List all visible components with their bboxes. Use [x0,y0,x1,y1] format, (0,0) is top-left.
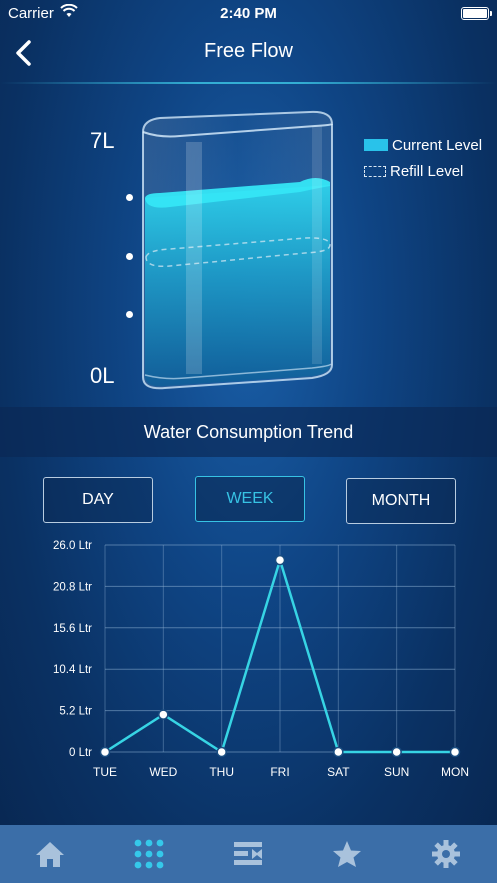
data-point [449,746,461,758]
data-point [216,746,227,758]
glass-highlight [312,126,322,364]
tab-grid[interactable] [99,825,198,883]
nav-divider [0,82,497,84]
x-tick-label: WED [149,765,177,779]
water-current-level [145,185,330,387]
data-point [274,554,286,566]
data-point [158,709,169,720]
x-tick-label: SUN [384,765,409,779]
section-header: Water Consumption Trend [0,407,497,457]
tab-favorites[interactable] [297,825,396,883]
page-title: Free Flow [204,40,293,62]
legend-refill-label: Refill Level [390,162,464,180]
chevron-left-icon [16,40,31,66]
y-tick-label: 0 Ltr [69,747,92,759]
tank-legend: Current Level Refill Level [364,132,482,184]
battery-icon [461,7,492,20]
legend-refill: Refill Level [364,158,482,184]
nav-bar: Free Flow [0,28,497,84]
home-icon [35,842,64,867]
tank-rim [142,123,333,138]
x-tick-label: SAT [327,765,350,779]
legend-current-label: Current Level [392,136,483,154]
x-tick-label: TUE [93,765,117,779]
week-button[interactable]: WEEK [195,476,305,522]
water-surface [145,178,330,208]
y-tick-label: 5.2 Ltr [59,706,92,718]
tank-max-label: 7L [90,128,115,153]
y-tick-label: 26.0 Ltr [53,540,92,552]
data-point [333,746,344,758]
back-button[interactable] [12,38,36,68]
status-bar: Carrier 2:40 PM [0,0,497,28]
tab-settings[interactable] [396,825,495,883]
x-tick-label: THU [209,765,234,779]
y-tick-label: 20.8 Ltr [53,581,92,593]
consumption-chart: 0 Ltr 5.2 Ltr 10.4 Ltr 15.6 Ltr 20.8 Ltr 26.0… [53,540,469,779]
day-button[interactable]: DAY [43,477,153,523]
scale-tick [126,194,133,201]
carrier-label: Carrier [8,5,54,22]
scale-tick [126,311,133,318]
filter-icon [233,842,262,865]
x-tick-label: FRI [270,765,289,779]
glass-highlight [186,142,202,374]
legend-swatch-refill [364,165,386,177]
wifi-icon [60,3,78,22]
grid-icon [134,839,163,869]
scale-tick [126,253,133,260]
status-time: 2:40 PM [220,5,277,22]
gear-icon [431,840,460,868]
y-tick-label: 15.6 Ltr [53,623,92,635]
legend-current: Current Level [364,132,482,158]
y-tick-label: 10.4 Ltr [53,664,92,676]
tab-home[interactable] [0,825,99,883]
star-icon [332,841,361,867]
tab-bar [0,825,497,883]
tank-min-label: 0L [90,363,115,388]
month-button[interactable]: MONTH [346,478,456,524]
data-point [391,746,402,758]
x-tick-label: MON [441,765,469,779]
section-title: Water Consumption Trend [143,422,354,442]
refill-level-line [145,237,331,268]
legend-swatch-current [364,139,388,151]
water-tank [142,110,333,390]
tab-filter[interactable] [198,825,297,883]
data-point [99,746,111,758]
